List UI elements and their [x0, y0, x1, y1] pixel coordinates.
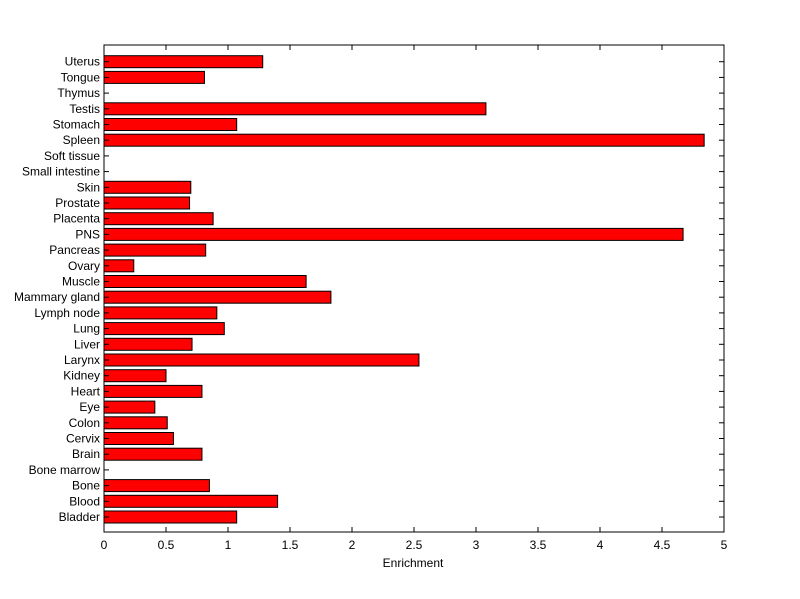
bar-pancreas [103, 243, 207, 257]
bar-prostate [103, 196, 191, 210]
y-tick-label: Placenta [53, 212, 100, 226]
bar-heart [103, 384, 203, 398]
y-tick-label: Skin [77, 180, 100, 194]
y-tick-label: Bladder [59, 510, 100, 524]
x-tick-label: 4 [597, 538, 604, 552]
x-tick-label: 1.5 [282, 538, 299, 552]
bar-bladder [103, 510, 238, 524]
bar-spleen [103, 133, 705, 147]
bar-bone [103, 479, 210, 493]
x-tick-label: 3 [473, 538, 480, 552]
y-tick-label: PNS [75, 227, 100, 241]
y-tick-label: Testis [69, 102, 100, 116]
x-tick-label: 2 [349, 538, 356, 552]
y-tick-label: Spleen [63, 133, 100, 147]
bar-lymph-node [103, 306, 218, 320]
x-axis-label: Enrichment [383, 556, 444, 570]
bar-mammary-gland [103, 290, 332, 304]
bar-skin [103, 180, 192, 194]
y-tick-label: Colon [69, 416, 100, 430]
bar-muscle [103, 275, 307, 288]
bar-liver [103, 337, 193, 351]
y-tick-label: Heart [71, 384, 101, 398]
bar-uterus [103, 55, 264, 69]
y-tick-label: Cervix [66, 432, 100, 446]
y-tick-label: Lymph node [34, 306, 100, 320]
bar-testis [103, 102, 487, 116]
bar-stomach [103, 118, 238, 131]
x-tick-label: 0 [101, 538, 108, 552]
y-tick-label: Soft tissue [44, 149, 100, 163]
y-tick-label: Prostate [55, 196, 100, 210]
y-tick-label: Ovary [68, 259, 100, 273]
plot-frame [103, 44, 725, 533]
x-tick-label: 4.5 [654, 538, 671, 552]
bar-tongue [103, 70, 205, 84]
x-tick-label: 0.5 [158, 538, 175, 552]
x-tick-label: 2.5 [406, 538, 423, 552]
bar-kidney [103, 369, 167, 383]
x-tick-label: 5 [721, 538, 728, 552]
y-tick-label: Small intestine [22, 165, 100, 179]
y-tick-label: Mammary gland [14, 290, 100, 304]
bar-placenta [103, 212, 214, 226]
x-tick-label: 1 [225, 538, 232, 552]
y-tick-label: Bone marrow [29, 463, 101, 477]
y-tick-label: Bone [72, 479, 100, 493]
y-tick-label: Kidney [63, 369, 100, 383]
y-tick-label: Brain [72, 447, 100, 461]
bar-lung [103, 322, 225, 336]
y-tick-label: Larynx [64, 353, 100, 367]
bar-eye [103, 400, 156, 414]
y-tick-label: Pancreas [49, 243, 100, 257]
bar-brain [103, 447, 203, 461]
y-tick-label: Tongue [61, 70, 101, 84]
x-tick-label: 3.5 [530, 538, 547, 552]
y-tick-label: Lung [73, 322, 100, 336]
bar-colon [103, 416, 168, 430]
y-tick-label: Blood [69, 494, 100, 508]
bar-larynx [103, 353, 420, 367]
y-tick-label: Eye [79, 400, 100, 414]
bar-pns [103, 227, 684, 241]
y-tick-label: Uterus [65, 55, 100, 69]
bar-cervix [103, 432, 174, 445]
y-tick-label: Liver [74, 337, 100, 351]
y-tick-label: Stomach [53, 118, 100, 132]
y-tick-label: Muscle [62, 275, 100, 289]
bar-blood [103, 494, 279, 508]
y-tick-label: Thymus [57, 86, 100, 100]
